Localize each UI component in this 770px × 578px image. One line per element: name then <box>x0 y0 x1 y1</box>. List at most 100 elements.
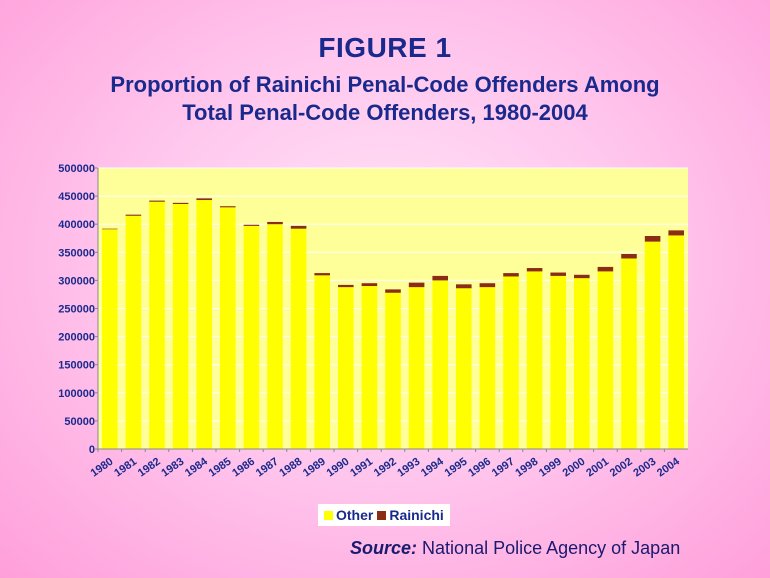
bar-rainichi-1997 <box>503 273 519 277</box>
bar-other-1999 <box>550 275 566 449</box>
bar-other-1991 <box>361 286 378 449</box>
bar-rainichi-1982 <box>149 200 165 202</box>
x-tick-label: 1991 <box>348 456 375 480</box>
source-text: National Police Agency of Japan <box>422 538 681 558</box>
bar-other-2000 <box>574 278 590 449</box>
x-tick-label: 2004 <box>655 455 683 479</box>
x-tick-label: 1994 <box>419 455 447 479</box>
bar-other-1996 <box>479 287 496 449</box>
x-tick-label: 1997 <box>490 456 517 480</box>
source-note: Source: National Police Agency of Japan <box>350 538 680 559</box>
x-tick-label: 2002 <box>608 456 635 480</box>
bar-rainichi-1993 <box>408 282 425 288</box>
x-tick-label: 1981 <box>112 456 139 480</box>
x-tick-label: 1998 <box>513 456 540 480</box>
legend-item-rainichi: Rainichi <box>377 507 444 523</box>
bar-other-1989 <box>314 275 330 449</box>
y-tick-label: 500000 <box>58 163 95 175</box>
x-tick-label: 1989 <box>301 456 328 480</box>
bar-other-1988 <box>290 228 307 449</box>
x-tick-label: 1993 <box>395 456 422 480</box>
x-tick-label: 1980 <box>89 456 116 480</box>
bar-other-1998 <box>526 271 543 449</box>
bar-other-1993 <box>408 287 425 449</box>
x-tick-label: 1988 <box>277 456 304 480</box>
bar-other-1992 <box>385 292 401 449</box>
legend-swatch-rainichi <box>377 510 387 520</box>
x-tick-label: 1987 <box>254 456 281 480</box>
legend-label-other: Other <box>336 507 374 523</box>
bar-rainichi-1990 <box>338 284 354 288</box>
bar-other-2003 <box>644 241 661 449</box>
bar-rainichi-1981 <box>125 214 142 216</box>
x-tick-label: 2001 <box>584 456 611 480</box>
y-tick-label: 450000 <box>58 191 95 203</box>
source-label: Source: <box>350 538 418 558</box>
bar-rainichi-1992 <box>385 289 401 293</box>
x-tick-label: 1985 <box>207 456 234 480</box>
bar-other-1986 <box>243 225 260 449</box>
y-tick-label: 200000 <box>58 332 95 344</box>
bar-rainichi-1995 <box>456 284 472 289</box>
bar-rainichi-1999 <box>550 272 566 276</box>
bar-other-2002 <box>621 258 637 449</box>
figure-number: FIGURE 1 <box>318 32 452 63</box>
bar-other-1981 <box>125 215 142 449</box>
chart-title-line-1: Proportion of Rainichi Penal-Code Offend… <box>110 72 660 97</box>
bar-rainichi-2004 <box>668 230 684 236</box>
bar-rainichi-2001 <box>597 266 614 272</box>
y-tick-label: 250000 <box>58 304 95 316</box>
y-tick-label: 150000 <box>58 360 95 372</box>
bar-rainichi-1994 <box>432 275 448 281</box>
bar-other-1987 <box>267 224 283 449</box>
bar-rainichi-1984 <box>196 198 212 201</box>
x-tick-label: 2003 <box>631 456 658 480</box>
bars <box>102 198 684 449</box>
x-tick-label: 1999 <box>537 456 564 480</box>
x-tick-label: 1982 <box>136 456 163 480</box>
bar-other-2001 <box>597 271 614 449</box>
legend: Other Rainichi <box>318 504 450 526</box>
bar-other-1984 <box>196 200 212 449</box>
legend-label-rainichi: Rainichi <box>389 507 444 523</box>
bar-rainichi-1985 <box>220 206 236 208</box>
bar-rainichi-2003 <box>644 236 661 242</box>
bar-rainichi-1987 <box>267 221 283 225</box>
x-tick-label: 1990 <box>325 456 352 480</box>
bar-rainichi-2000 <box>574 274 590 279</box>
y-tick-label: 300000 <box>58 275 95 287</box>
bar-rainichi-1998 <box>526 268 543 272</box>
bar-rainichi-1980 <box>102 228 118 230</box>
bar-other-1980 <box>102 229 118 449</box>
bar-other-2004 <box>668 235 684 449</box>
bar-rainichi-1988 <box>290 225 307 229</box>
y-tick-label: 0 <box>89 444 95 456</box>
legend-swatch-other <box>324 510 333 520</box>
bar-other-1997 <box>503 276 519 449</box>
legend-item-other: Other <box>324 507 373 523</box>
x-tick-label: 1995 <box>443 456 470 480</box>
bar-other-1985 <box>220 207 236 449</box>
bar-other-1994 <box>432 280 448 449</box>
bar-rainichi-1989 <box>314 273 330 276</box>
y-tick-label: 350000 <box>58 247 95 259</box>
x-tick-label: 1983 <box>159 456 186 480</box>
y-tick-label: 400000 <box>58 219 95 231</box>
x-tick-label: 2000 <box>561 456 588 480</box>
x-tick-label: 1996 <box>466 456 493 480</box>
bar-rainichi-2002 <box>621 253 637 259</box>
chart-title-line-2: Total Penal-Code Offenders, 1980-2004 <box>182 100 588 125</box>
bar-rainichi-1991 <box>361 283 378 287</box>
x-tick-label: 1986 <box>230 456 257 480</box>
bar-other-1983 <box>172 203 189 449</box>
x-tick-label: 1984 <box>183 455 211 479</box>
bar-other-1990 <box>338 287 354 449</box>
y-tick-label: 100000 <box>58 388 95 400</box>
bar-rainichi-1983 <box>172 202 189 204</box>
y-tick-label: 50000 <box>64 416 95 428</box>
bar-rainichi-1996 <box>479 283 496 288</box>
bar-other-1995 <box>456 288 472 449</box>
x-tick-label: 1992 <box>372 456 399 480</box>
bar-other-1982 <box>149 201 165 449</box>
